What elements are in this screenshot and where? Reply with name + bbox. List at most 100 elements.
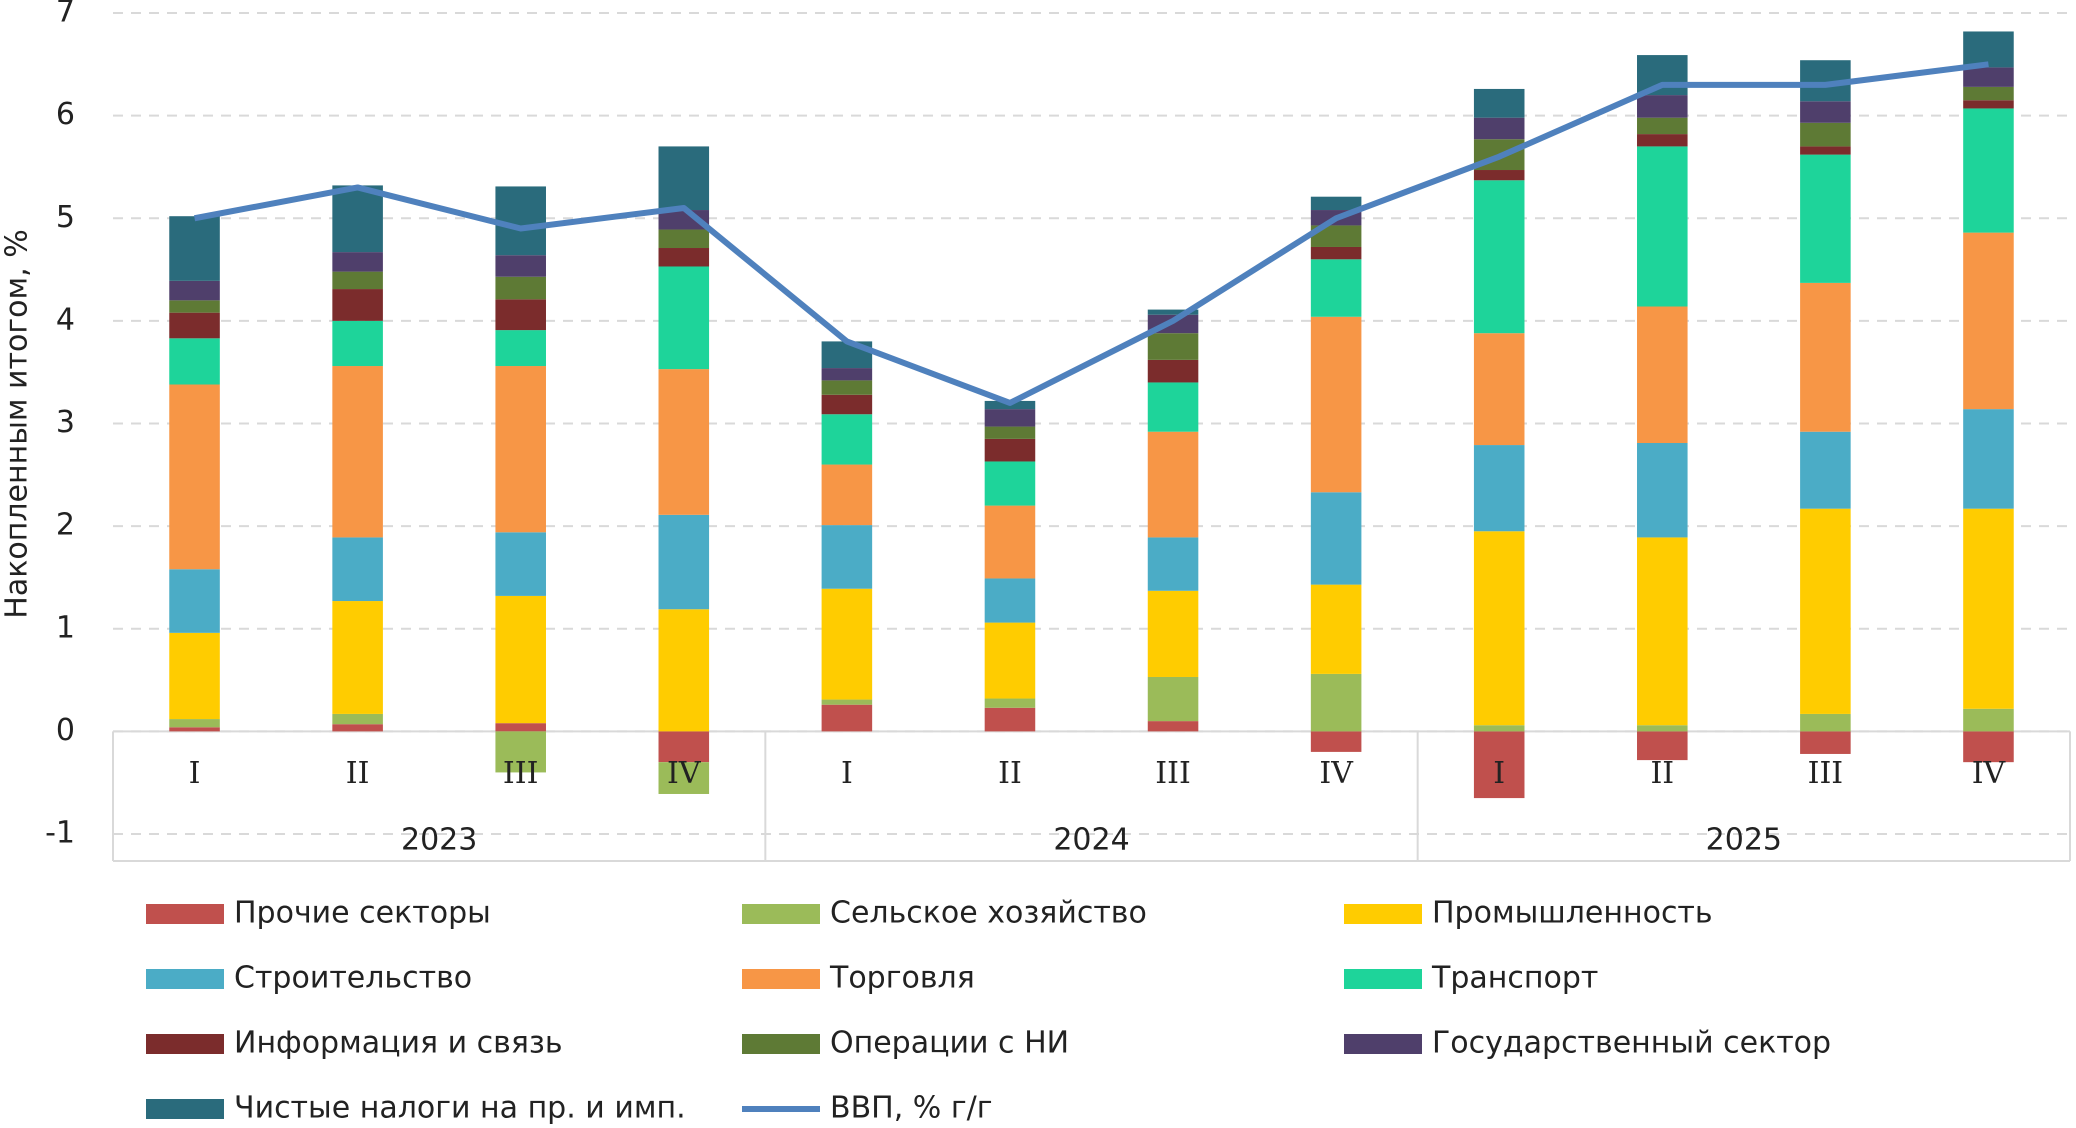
bar-segment (984, 707, 1036, 732)
bar-segment (1800, 282, 1851, 432)
legend-swatch (146, 969, 224, 989)
bar-segment (169, 727, 220, 732)
bar-segment (1310, 584, 1362, 674)
legend-label: Государственный сектор (1432, 1026, 1831, 1061)
y-tick-label: 6 (56, 97, 75, 132)
bar-segment (1310, 673, 1362, 732)
bar-segment (1800, 731, 1851, 754)
bar-segment (658, 514, 710, 610)
bar-segment (169, 632, 220, 720)
group-label: 2025 (1706, 823, 1782, 858)
bar-segment (1310, 246, 1362, 260)
y-tick-label: 2 (56, 508, 75, 543)
bar-segment (1310, 731, 1362, 752)
bar-segment (658, 146, 710, 211)
bar-segment (1147, 721, 1199, 732)
legend-swatch (146, 1099, 224, 1119)
bar-segment (1800, 431, 1851, 509)
bar-segment (1147, 333, 1199, 360)
legend-label: Чистые налоги на пр. и имп. (234, 1091, 686, 1126)
bar-segment (984, 505, 1036, 579)
bar-segment (1473, 731, 1525, 799)
bar-segment (1637, 442, 1688, 538)
y-tick-label: 0 (56, 713, 75, 748)
bar-segment (658, 762, 710, 794)
bar-segment (1963, 731, 2014, 763)
bar-segment (495, 330, 546, 367)
bar-segment (821, 380, 873, 395)
y-tick-label: 7 (56, 0, 75, 30)
bar-segment (169, 719, 220, 728)
bar-segment (1963, 708, 2014, 732)
bar-segment (1963, 100, 2014, 109)
x-tick-label: II (998, 756, 1022, 791)
bar-segment (1473, 445, 1525, 532)
legend-swatch (1344, 969, 1422, 989)
bar-segment (1800, 101, 1851, 123)
legend-label: Транспорт (1431, 961, 1598, 996)
y-tick-label: -1 (45, 816, 75, 851)
bar-segment (1800, 146, 1851, 155)
bar-segment (658, 731, 710, 763)
bar-segment (1473, 333, 1525, 446)
bar-segment (1310, 316, 1362, 493)
y-tick-label: 3 (56, 405, 75, 440)
bar-segment (1473, 117, 1525, 140)
group-label: 2023 (401, 823, 477, 858)
legend-label: ВВП, % г/г (830, 1091, 992, 1126)
bar-segment (495, 731, 546, 773)
bar-segment (1800, 122, 1851, 147)
bar-segment (984, 698, 1036, 708)
y-tick-label: 5 (56, 200, 75, 235)
legend-label: Торговля (829, 961, 975, 996)
legend-label: Информация и связь (234, 1026, 563, 1061)
bar-segment (495, 366, 546, 533)
bar-segment (332, 724, 383, 732)
x-tick-label: IV (1319, 756, 1354, 791)
bar-segment (821, 368, 873, 381)
bar-segment (332, 320, 383, 367)
bar-segment (169, 280, 220, 301)
bar-segment (821, 588, 873, 700)
bar-segment (332, 601, 383, 714)
bar-segment (821, 704, 873, 732)
bar-segment (984, 426, 1036, 439)
x-tick-label: I (189, 756, 201, 791)
bar-segment (1800, 154, 1851, 283)
bar-segment (169, 338, 220, 385)
bar-segment (821, 414, 873, 465)
bar-segment (1963, 67, 2014, 87)
bar-segment (1963, 508, 2014, 709)
group-label: 2024 (1053, 823, 1129, 858)
bar-segment (495, 723, 546, 732)
bar-segment (984, 409, 1036, 427)
bar-segment (1637, 55, 1688, 96)
bar-segment (332, 252, 383, 272)
x-tick-label: III (1155, 756, 1191, 791)
bar-segment (658, 609, 710, 732)
bar-segment (1147, 590, 1199, 677)
bar-segment (1147, 537, 1199, 591)
bar-segment (984, 438, 1036, 462)
bar-segment (332, 537, 383, 602)
legend-swatch (1344, 904, 1422, 924)
legend-swatch (1344, 1034, 1422, 1054)
bar-segment (821, 464, 873, 526)
bar-segment (495, 595, 546, 724)
legend-swatch (742, 1034, 820, 1054)
bar-segment (1147, 359, 1199, 383)
bar-segment (821, 525, 873, 589)
legend-swatch (742, 904, 820, 924)
x-tick-label: IV (667, 756, 702, 791)
bar-segment (1637, 731, 1688, 761)
bar-segment (1310, 492, 1362, 585)
x-tick-label: III (503, 756, 539, 791)
bar-segment (332, 366, 383, 538)
bar-segment (1473, 180, 1525, 334)
bar-segment (169, 312, 220, 339)
y-tick-label: 1 (56, 610, 75, 645)
bar-segment (495, 276, 546, 300)
legend-label: Строительство (234, 961, 472, 996)
bar-segment (821, 699, 873, 705)
